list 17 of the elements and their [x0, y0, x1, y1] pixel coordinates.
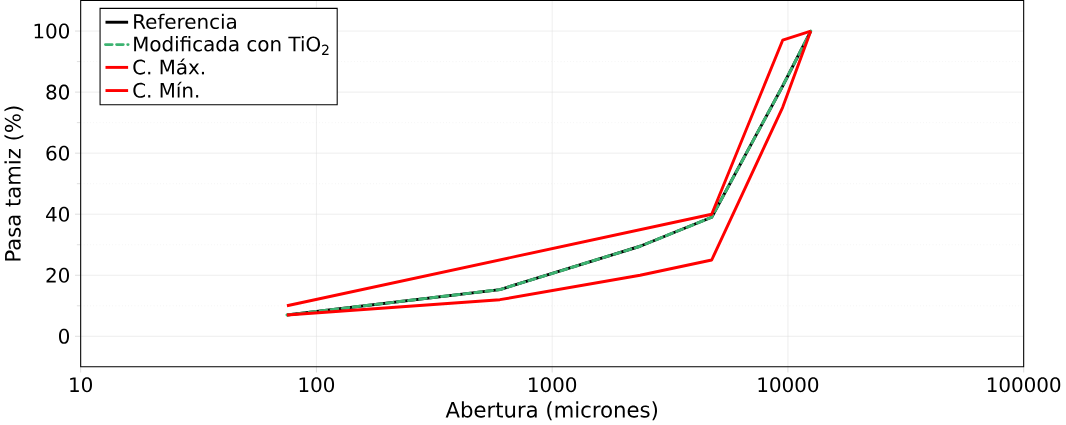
x-tick-label: 1000 [529, 377, 577, 393]
y-tick-label: 0 [59, 328, 70, 345]
legend-label: Modificada con TiO$_{2}$ [134, 36, 329, 56]
legend-label: Referencia [134, 13, 236, 30]
y-tick-label: 40 [46, 206, 70, 222]
y-tick-label: 20 [46, 267, 70, 283]
x-tick-label: 10 [70, 377, 92, 393]
x-axis-title: Abertura (micrones) [445, 401, 658, 421]
y-tick-label: 80 [46, 84, 70, 100]
x-tick-label: 10000 [758, 377, 819, 393]
y-tick-label: 60 [46, 145, 70, 161]
y-axis-title: Pasa tamiz (%) [4, 106, 24, 261]
y-tick-label: 100 [34, 23, 70, 39]
legend-label: C. Mín. [133, 81, 199, 98]
x-tick-label: 100 [299, 377, 335, 393]
legend-label: C. Máx. [133, 58, 204, 75]
x-tick-label: 100000 [987, 377, 1061, 393]
